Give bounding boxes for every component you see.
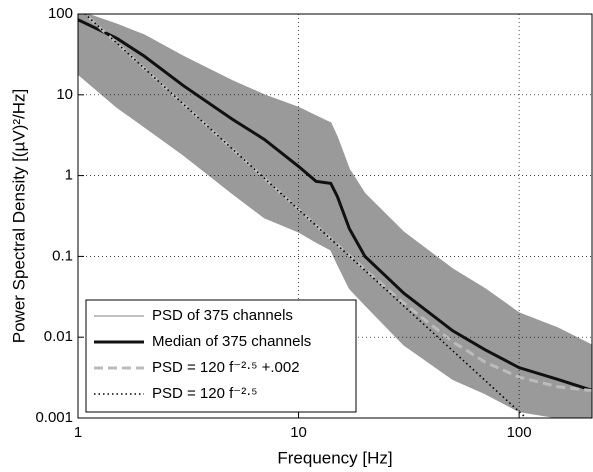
y-tick-label: 10 bbox=[56, 86, 73, 103]
y-axis-label: Power Spectral Density [(µV)²/Hz] bbox=[9, 89, 28, 343]
plot-area bbox=[78, 14, 593, 418]
y-tick-label: 100 bbox=[48, 5, 73, 22]
x-axis-label: Frequency [Hz] bbox=[277, 448, 392, 467]
y-tick-label: 0.01 bbox=[44, 328, 73, 345]
legend-label: Median of 375 channels bbox=[152, 333, 311, 350]
series-line bbox=[82, 14, 593, 393]
band-lower bbox=[78, 73, 592, 418]
x-tick-label: 100 bbox=[507, 424, 532, 441]
x-tick-label: 1 bbox=[74, 424, 82, 441]
series-line bbox=[78, 18, 593, 392]
series-line bbox=[83, 14, 528, 418]
band-upper bbox=[86, 14, 593, 346]
legend-label: PSD = 120 f⁻²·⁵ +.002 bbox=[152, 359, 300, 376]
x-tick-label: 10 bbox=[290, 424, 307, 441]
y-tick-label: 0.1 bbox=[52, 247, 73, 264]
y-tick-label: 0.001 bbox=[35, 409, 73, 426]
y-tick-label: 1 bbox=[65, 167, 73, 184]
channel-band bbox=[78, 14, 592, 418]
legend-label: PSD = 120 f⁻²·⁵ bbox=[152, 385, 257, 402]
legend-label: PSD of 375 channels bbox=[152, 307, 293, 324]
